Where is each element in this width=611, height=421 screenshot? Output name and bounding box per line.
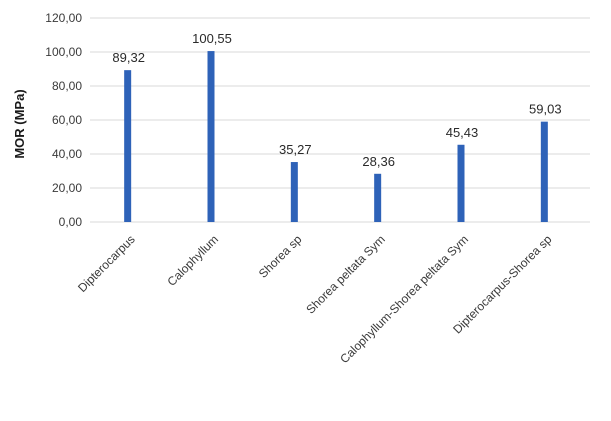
bar bbox=[208, 51, 215, 222]
y-tick-label: 40,00 bbox=[52, 147, 82, 161]
bar bbox=[458, 145, 465, 222]
data-label: 59,03 bbox=[529, 102, 562, 117]
gridlines bbox=[90, 18, 590, 222]
y-tick-label: 100,00 bbox=[45, 45, 82, 59]
y-tick-label: 80,00 bbox=[52, 79, 82, 93]
data-label: 100,55 bbox=[192, 31, 232, 46]
bar bbox=[124, 70, 131, 222]
y-axis-label: MOR (MPa) bbox=[12, 89, 27, 158]
y-tick-label: 60,00 bbox=[52, 113, 82, 127]
category-label: Dipterocarpus-Shorea sp bbox=[450, 232, 554, 336]
bar bbox=[541, 122, 548, 222]
bar bbox=[291, 162, 298, 222]
category-label: Shorea sp bbox=[256, 232, 305, 281]
bars bbox=[124, 51, 548, 222]
y-axis-ticks: 0,00 20,00 40,00 60,00 80,00 100,00 120,00 bbox=[45, 11, 82, 229]
y-tick-label: 120,00 bbox=[45, 11, 82, 25]
data-label: 45,43 bbox=[446, 125, 479, 140]
category-labels: Dipterocarpus Calophyllum Shorea spShorea … bbox=[75, 232, 555, 366]
category-label: Dipterocarpus bbox=[75, 232, 138, 295]
y-tick-label: 0,00 bbox=[59, 215, 83, 229]
data-label: 89,32 bbox=[112, 50, 145, 65]
y-tick-label: 20,00 bbox=[52, 181, 82, 195]
category-label: Shorea peltata Sym bbox=[303, 232, 387, 316]
category-label: Calophyllum bbox=[165, 232, 222, 289]
bar bbox=[374, 174, 381, 222]
data-label: 35,27 bbox=[279, 142, 312, 157]
data-label: 28,36 bbox=[362, 154, 395, 169]
